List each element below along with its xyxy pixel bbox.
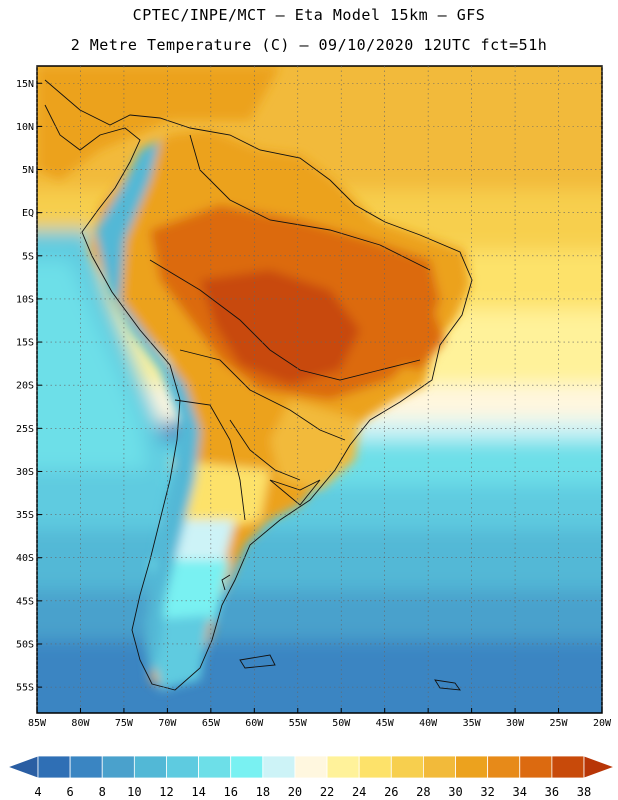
colorbar-label: 38 — [577, 785, 591, 799]
lat-tick-label: 25S — [16, 424, 34, 435]
colorbar-swatch — [326, 755, 360, 779]
lat-tick-label: EQ — [22, 208, 34, 219]
lon-tick-label: 25W — [550, 718, 569, 729]
colorbar-swatch — [455, 755, 489, 779]
colorbar: 4 6 8 10 12 14 16 18 20 22 24 26 28 30 32 34 36 38 — [6, 755, 616, 799]
map-title-line-2: 2 Metre Temperature (C) – 09/10/2020 12U… — [70, 36, 548, 54]
lon-tick-label: 65W — [202, 718, 221, 729]
lon-tick-label: 80W — [71, 718, 90, 729]
colorbar-low-arrow — [6, 755, 39, 779]
map-frame — [36, 65, 603, 714]
lat-tick-label: 30S — [16, 467, 34, 478]
colorbar-swatch — [294, 755, 328, 779]
latitude-labels: 15N 10N 5N EQ 5S 10S 15S 20S 25S 30S 35S 40S 45S 50S 5… — [16, 79, 34, 694]
colorbar-swatch — [487, 755, 521, 779]
coastlines — [44, 79, 473, 691]
colorbar-label: 20 — [288, 785, 302, 799]
lat-tick-label: 45S — [16, 596, 34, 607]
colorbar-label: 24 — [352, 785, 366, 799]
lon-tick-label: 55W — [289, 718, 308, 729]
colorbar-label: 22 — [320, 785, 334, 799]
colorbar-label: 4 — [34, 785, 41, 799]
colorbar-swatch — [230, 755, 264, 779]
lat-tick-label: 5S — [22, 251, 34, 262]
colorbar-label: 14 — [191, 785, 205, 799]
lat-tick-label: 15N — [16, 79, 34, 90]
colorbar-high-arrow — [583, 755, 616, 779]
colorbar-swatch — [262, 755, 296, 779]
colorbar-label: 6 — [67, 785, 74, 799]
colorbar-label: 28 — [416, 785, 430, 799]
colorbar-label: 12 — [159, 785, 173, 799]
colorbar-label: 18 — [256, 785, 270, 799]
lat-tick-label: 15S — [16, 338, 34, 349]
colorbar-swatch — [358, 755, 392, 779]
lat-tick-label: 10S — [16, 294, 34, 305]
lon-tick-label: 20W — [593, 718, 612, 729]
lat-tick-label: 55S — [16, 683, 34, 694]
lat-tick-label: 5N — [22, 165, 34, 176]
lat-tick-label: 50S — [16, 639, 34, 650]
colorbar-swatch — [551, 755, 585, 779]
lon-tick-label: 75W — [115, 718, 134, 729]
lon-tick-label: 60W — [245, 718, 264, 729]
colorbar-label: 10 — [127, 785, 141, 799]
colorbar-swatch — [37, 755, 71, 779]
colorbar-label: 32 — [480, 785, 494, 799]
colorbar-label: 30 — [448, 785, 462, 799]
lat-lon-grid — [36, 66, 603, 713]
colorbar-label: 26 — [384, 785, 398, 799]
lon-tick-label: 50W — [332, 718, 351, 729]
colorbar-swatch — [166, 755, 199, 779]
colorbar-label: 16 — [223, 785, 237, 799]
map-title-line-1: CPTEC/INPE/MCT – Eta Model 15km – GFS — [132, 6, 486, 24]
colorbar-label: 34 — [513, 785, 527, 799]
temperature-field — [37, 66, 602, 713]
colorbar-swatch — [198, 755, 232, 779]
lon-tick-label: 70W — [158, 718, 177, 729]
lon-tick-label: 85W — [28, 718, 47, 729]
lat-tick-label: 20S — [16, 381, 34, 392]
lon-tick-label: 30W — [506, 718, 525, 729]
colorbar-swatch — [390, 755, 424, 779]
lat-tick-label: 10N — [16, 122, 34, 133]
lat-tick-label: 35S — [16, 510, 34, 521]
colorbar-swatch — [101, 755, 135, 779]
longitude-labels: 85W 80W 75W 70W 65W 60W 55W 50W 45W 40W 35W 30W 25W 2… — [28, 718, 612, 729]
colorbar-swatch — [519, 755, 553, 779]
colorbar-swatch — [423, 755, 456, 779]
colorbar-label: 36 — [545, 785, 559, 799]
lat-tick-label: 40S — [16, 553, 34, 564]
lon-tick-label: 35W — [463, 718, 482, 729]
colorbar-swatch — [133, 755, 167, 779]
colorbar-swatch — [69, 755, 103, 779]
lon-tick-label: 45W — [376, 718, 395, 729]
colorbar-label: 8 — [99, 785, 106, 799]
lon-tick-label: 40W — [419, 718, 438, 729]
